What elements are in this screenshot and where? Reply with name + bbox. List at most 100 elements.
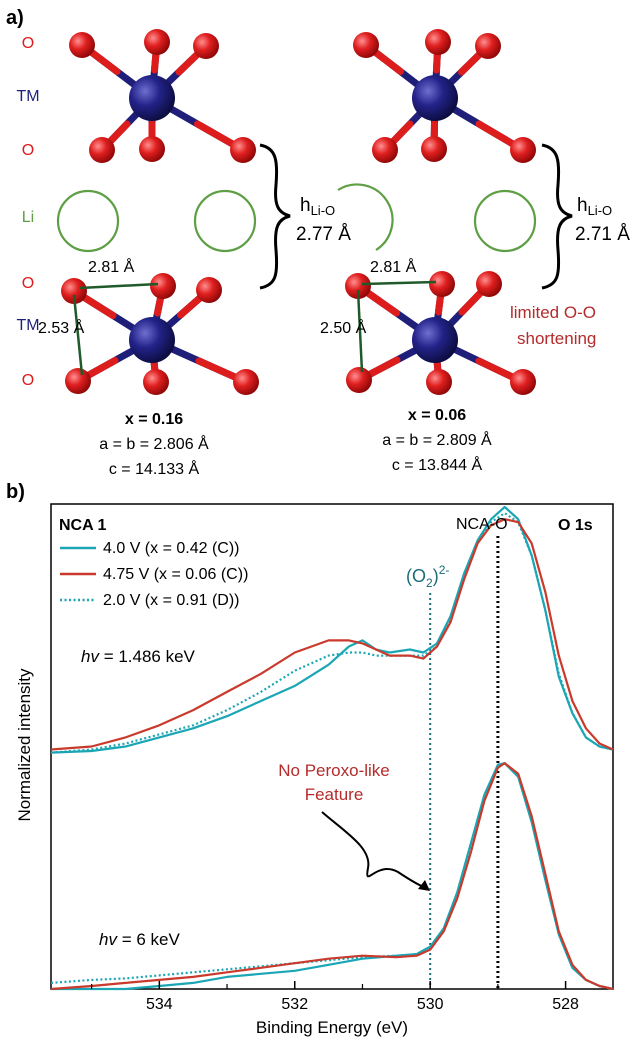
- left-x-label: x = 0.16: [125, 411, 183, 428]
- reference-lines: [429, 536, 500, 989]
- braces: [259, 143, 573, 290]
- hv-bottom-label: hv = 6 keV: [99, 930, 180, 949]
- layer-label-li: Li: [22, 209, 34, 226]
- right-bottom-octahedron: [345, 271, 536, 395]
- oo-distance-line: [72, 294, 84, 376]
- oxygen-atom: [476, 271, 502, 297]
- panel-b-label: b): [6, 481, 25, 503]
- right-brace: [541, 143, 573, 290]
- tm-atom: [412, 317, 458, 363]
- right-x-label: x = 0.06: [408, 407, 466, 424]
- oxygen-atom: [61, 278, 87, 304]
- oo-note-line1: limited O-O: [510, 303, 596, 322]
- left-top-distance: 2.81 Å: [88, 257, 135, 276]
- oxygen-atom: [143, 369, 169, 395]
- oxygen-atom: [372, 137, 398, 163]
- oxygen-atom: [230, 137, 256, 163]
- annotation-line2: Feature: [305, 785, 364, 804]
- oxygen-atom: [429, 271, 455, 297]
- core-level-label: O 1s: [558, 517, 593, 534]
- left-bottom-octahedron: [61, 273, 259, 395]
- oxygen-atom: [144, 29, 170, 55]
- right-top-distance: 2.81 Å: [370, 257, 417, 276]
- oxygen-atom: [475, 33, 501, 59]
- spectrum-line: [50, 505, 614, 754]
- spectrum-line: [50, 762, 614, 991]
- oo-distance-line: [361, 280, 437, 286]
- annotation-arrowhead: [418, 880, 430, 891]
- spectrum-line: [50, 512, 614, 754]
- left-ab-label: a = b = 2.806 Å: [99, 434, 209, 453]
- x-tick-label: 530: [417, 996, 444, 1013]
- oxygen-atom: [233, 369, 259, 395]
- spectra: [50, 505, 614, 991]
- oxygen-atom: [196, 277, 222, 303]
- x-axis-label: Binding Energy (eV): [256, 1018, 408, 1037]
- li-site-ring: [473, 189, 537, 253]
- plot-frame: [50, 503, 614, 990]
- oxygen-atom: [510, 137, 536, 163]
- peroxide-label: (O2)2-: [406, 563, 449, 590]
- right-hlio-value: 2.71 Å: [575, 224, 630, 245]
- panel-a-label: a): [6, 7, 24, 29]
- legend-entry: 2.0 V (x = 0.91 (D)): [103, 592, 240, 609]
- oxygen-atom: [193, 33, 219, 59]
- x-tick-label: 528: [552, 996, 579, 1013]
- oxygen-atom: [89, 137, 115, 163]
- layer-label-o: O: [22, 275, 34, 292]
- annotation-arrow: [321, 811, 427, 889]
- left-hlio-label: hLi-O: [300, 195, 335, 218]
- oxygen-atom: [139, 136, 165, 162]
- right-c-label: c = 13.844 Å: [392, 455, 483, 474]
- right-side-distance: 2.50 Å: [320, 318, 367, 337]
- legend-entry: 4.0 V (x = 0.42 (C)): [103, 540, 240, 557]
- y-axis-label: Normalized intensity: [15, 668, 34, 822]
- left-c-label: c = 14.133 Å: [109, 459, 200, 478]
- tm-atom: [129, 317, 175, 363]
- oxygen-atom: [69, 32, 95, 58]
- legend: 4.0 V (x = 0.42 (C)) 4.75 V (x = 0.06 (C)…: [60, 540, 248, 609]
- left-top-octahedron: [69, 29, 256, 163]
- li-site-ring: [56, 189, 120, 253]
- crystal-structures: [61, 29, 536, 395]
- oxygen-atom: [353, 32, 379, 58]
- layer-label-tm: TM: [16, 88, 39, 105]
- right-ab-label: a = b = 2.809 Å: [382, 430, 492, 449]
- oo-distance-line: [356, 289, 364, 373]
- layer-label-o: O: [22, 35, 34, 52]
- x-ticks: 534 532 530 528: [91, 981, 579, 1013]
- oxygen-atom: [150, 273, 176, 299]
- oxygen-atom: [346, 367, 372, 393]
- tm-atom: [129, 75, 175, 121]
- sample-label: NCA 1: [59, 517, 107, 534]
- oxygen-atom: [345, 273, 371, 299]
- legend-entry: 4.75 V (x = 0.06 (C)): [103, 566, 248, 583]
- right-hlio-label: hLi-O: [577, 195, 612, 218]
- layer-labels: O TM O Li O TM O: [16, 35, 39, 389]
- oxygen-atom: [425, 29, 451, 55]
- hv-top-label: hv = 1.486 keV: [81, 647, 196, 666]
- lattice-captions: x = 0.16 a = b = 2.806 Å c = 14.133 Å x …: [99, 407, 492, 478]
- oo-distance-line: [79, 282, 159, 290]
- x-tick-label: 532: [281, 996, 308, 1013]
- li-site-ring: [337, 183, 394, 251]
- oxygen-atom: [421, 136, 447, 162]
- annotation-line1: No Peroxo-like: [278, 761, 390, 780]
- left-brace: [259, 143, 291, 290]
- layer-label-o: O: [22, 142, 34, 159]
- xps-plot: 534 532 530 528: [50, 503, 614, 1013]
- oxygen-atom: [426, 369, 452, 395]
- tm-atom: [412, 75, 458, 121]
- layer-label-o: O: [22, 372, 34, 389]
- right-top-octahedron: [353, 29, 536, 163]
- oo-note-line2: shortening: [517, 329, 596, 348]
- left-hlio-value: 2.77 Å: [296, 224, 351, 245]
- reference-nca-o-label: NCA-O: [456, 516, 508, 533]
- spectrum-line: [50, 518, 614, 751]
- oxygen-atom: [65, 368, 91, 394]
- layer-label-tm: TM: [16, 317, 39, 334]
- x-tick-label: 534: [146, 996, 173, 1013]
- left-side-distance: 2.53 Å: [38, 318, 85, 337]
